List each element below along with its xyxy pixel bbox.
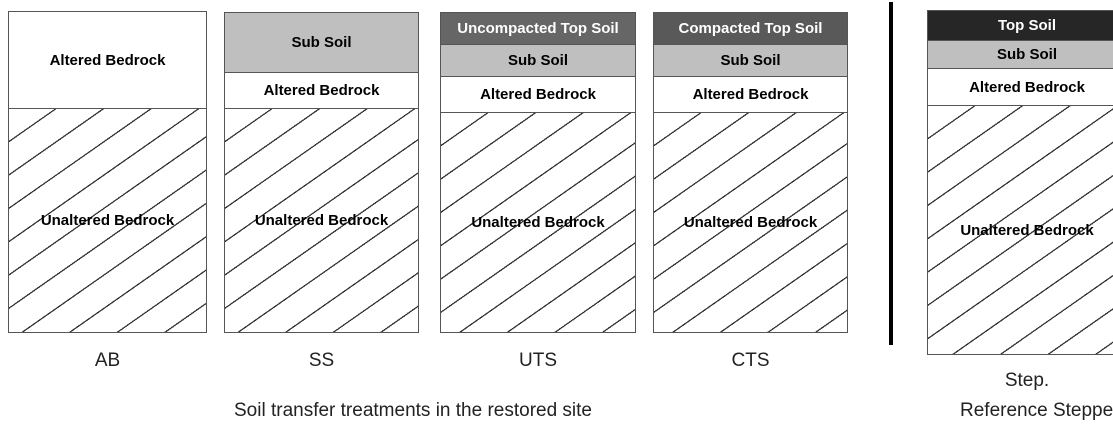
soil-layer: Unaltered Bedrock xyxy=(225,109,418,332)
soil-column: Compacted Top Soil Sub Soil Altered Bedroc… xyxy=(653,12,848,333)
soil-column: Uncompacted Top Soil Sub Soil Altered Bedr… xyxy=(440,12,636,333)
layer-label: Unaltered Bedrock xyxy=(471,214,605,231)
column-label: AB xyxy=(94,350,121,371)
soil-column: Sub Soil Altered Bedrock Unaltered Bedrock xyxy=(224,12,419,333)
soil-layer: Altered Bedrock xyxy=(654,77,847,113)
soil-column: Altered Bedrock Unaltered Bedrock xyxy=(8,11,207,333)
column-label: UTS xyxy=(519,350,557,371)
soil-layer: Unaltered Bedrock xyxy=(654,113,847,332)
divider xyxy=(889,2,893,345)
soil-layer: Uncompacted Top Soil xyxy=(441,13,635,45)
column-label: CTS xyxy=(731,350,770,371)
soil-layer: Sub Soil xyxy=(928,41,1113,69)
soil-layer: Compacted Top Soil xyxy=(654,13,847,45)
soil-column: Top Soil Sub Soil Altered Bedrock Unaltered… xyxy=(927,10,1113,355)
soil-layer: Unaltered Bedrock xyxy=(441,113,635,332)
caption: Reference Steppe xyxy=(960,400,1113,421)
column-label: Step. xyxy=(1004,370,1050,391)
layer-label: Unaltered Bedrock xyxy=(40,212,175,229)
soil-layer: Altered Bedrock xyxy=(225,73,418,109)
soil-layer: Top Soil xyxy=(928,11,1113,41)
layer-label: Unaltered Bedrock xyxy=(960,221,1094,239)
soil-layer: Sub Soil xyxy=(225,13,418,73)
soil-layer: Altered Bedrock xyxy=(928,69,1113,106)
layer-label: Unaltered Bedrock xyxy=(683,214,818,231)
column-label: SS xyxy=(308,350,335,371)
caption: Soil transfer treatments in the restored… xyxy=(234,400,592,421)
soil-layer: Altered Bedrock xyxy=(9,12,206,109)
soil-layer: Altered Bedrock xyxy=(441,77,635,113)
soil-layer: Unaltered Bedrock xyxy=(928,106,1113,354)
soil-layer: Unaltered Bedrock xyxy=(9,109,206,332)
soil-layer: Sub Soil xyxy=(441,45,635,77)
layer-label: Unaltered Bedrock xyxy=(254,212,389,229)
soil-layer: Sub Soil xyxy=(654,45,847,77)
